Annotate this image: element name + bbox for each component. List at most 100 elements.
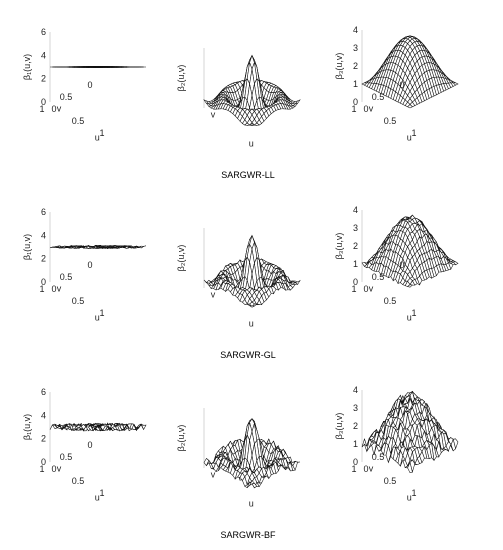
z-axis-label: β₃(u,v) xyxy=(334,53,344,80)
z-tick-label: 2 xyxy=(41,254,46,264)
caption-row-2: SARGWR-GL xyxy=(220,350,276,360)
z-axis-label: β₂(u,v) xyxy=(176,245,186,272)
z-tick-label: 0 xyxy=(41,97,46,107)
panel-2-2: u v β₂(u,v) xyxy=(176,228,301,328)
z-axis-label: β₃(u,v) xyxy=(334,233,344,260)
u-tick-label: 0 xyxy=(51,104,56,114)
v-tick-label: 0.5 xyxy=(372,92,385,102)
surface-patch xyxy=(95,246,101,249)
surface-patch xyxy=(406,284,414,288)
ticks: 0 2 4 6 0 0.5 1 1 0.5 0 xyxy=(39,207,104,318)
surface-mesh xyxy=(49,244,147,250)
z-tick-label: 0 xyxy=(41,277,46,287)
z-axis-label: β₂(u,v) xyxy=(176,65,186,92)
z-tick-label: 3 xyxy=(353,223,358,233)
surface-patch xyxy=(248,305,256,308)
z-tick-label: 2 xyxy=(353,241,358,251)
surface-mesh xyxy=(361,35,459,109)
v-tick-label: 1 xyxy=(39,104,44,114)
surface-patch xyxy=(95,425,101,429)
u-axis-label: u xyxy=(249,318,254,328)
v-axis-label: v xyxy=(57,284,62,294)
z-tick-label: 6 xyxy=(41,387,46,397)
u-axis-label: u xyxy=(407,492,412,502)
panel-3-2: u v β₂(u,v) xyxy=(176,408,301,508)
v-tick-label: 0 xyxy=(399,260,404,270)
z-axis-label: β₁(u,v) xyxy=(22,54,32,80)
surface-patch xyxy=(248,123,256,126)
caption-row-3: SARGWR-BF xyxy=(221,530,277,540)
v-axis-label: v xyxy=(57,104,62,114)
u-axis-label: u xyxy=(407,132,412,142)
u-tick-label: 0.5 xyxy=(72,296,85,306)
u-axis-label: u xyxy=(95,312,100,322)
v-axis-label: v xyxy=(369,464,374,474)
z-axis-label: β₁(u,v) xyxy=(22,234,32,260)
panels: 024600.5110.50uvβ₁(u,v)uvβ₂(u,v)0123400.… xyxy=(22,25,459,508)
v-tick-label: 0.5 xyxy=(60,452,73,462)
v-tick-label: 0 xyxy=(399,440,404,450)
surface-patch xyxy=(248,480,255,487)
u-tick-label: 0 xyxy=(51,464,56,474)
ticks: 0 2 4 6 0 0.5 1 1 0.5 0 xyxy=(39,27,104,138)
surface-mesh xyxy=(203,234,301,308)
u-tick-label: 0.5 xyxy=(384,116,397,126)
u-axis-label: u xyxy=(95,492,100,502)
z-tick-label: 1 xyxy=(353,439,358,449)
z-tick-label: 4 xyxy=(353,385,358,395)
surface-mesh xyxy=(50,66,146,68)
v-tick-label: 0.5 xyxy=(60,92,73,102)
u-tick-label: 1 xyxy=(411,488,416,498)
z-tick-label: 4 xyxy=(353,25,358,35)
u-axis-label: u xyxy=(249,138,254,148)
v-axis-label: v xyxy=(211,290,216,300)
v-axis-label: v xyxy=(369,104,374,114)
z-tick-label: 3 xyxy=(353,403,358,413)
v-tick-label: 1 xyxy=(351,104,356,114)
v-tick-label: 1 xyxy=(39,284,44,294)
z-tick-label: 2 xyxy=(41,434,46,444)
surface-mesh xyxy=(203,54,301,126)
z-tick-label: 2 xyxy=(353,61,358,71)
surface-mesh xyxy=(49,422,147,432)
u-tick-label: 0 xyxy=(51,284,56,294)
u-tick-label: 0.5 xyxy=(72,116,85,126)
v-tick-label: 1 xyxy=(351,284,356,294)
v-tick-label: 0 xyxy=(87,260,92,270)
z-tick-label: 6 xyxy=(41,27,46,37)
v-tick-label: 0.5 xyxy=(372,272,385,282)
u-tick-label: 1 xyxy=(411,308,416,318)
v-axis-label: v xyxy=(57,464,62,474)
z-tick-label: 1 xyxy=(353,259,358,269)
panel-2-1: 0 2 4 6 0 0.5 1 1 0.5 0 u v β₁(u,v) xyxy=(22,207,147,322)
u-tick-label: 0 xyxy=(363,464,368,474)
surface-mesh xyxy=(361,390,459,474)
v-axis-label: v xyxy=(369,284,374,294)
z-tick-label: 2 xyxy=(353,421,358,431)
u-tick-label: 0.5 xyxy=(384,296,397,306)
u-axis-label: u xyxy=(249,498,254,508)
caption-row-1: SARGWR-LL xyxy=(221,170,275,180)
surface-mesh xyxy=(361,214,459,288)
u-axis-label: u xyxy=(407,312,412,322)
z-axis-label: β₂(u,v) xyxy=(176,425,186,452)
z-axis-label: β₁(u,v) xyxy=(22,414,32,440)
z-tick-label: 4 xyxy=(41,410,46,420)
surface-patch xyxy=(407,104,413,109)
surface-mesh xyxy=(203,418,301,489)
u-tick-label: 1 xyxy=(99,128,104,138)
z-axis-label: β₃(u,v) xyxy=(334,413,344,440)
z-tick-label: 6 xyxy=(41,207,46,217)
panel-1-2: u v β₂(u,v) xyxy=(176,48,301,148)
u-tick-label: 0 xyxy=(363,104,368,114)
surface-patch xyxy=(407,461,413,474)
u-tick-label: 0.5 xyxy=(72,476,85,486)
panel-3-1: 0 2 4 6 0 0.5 1 1 0.5 0 u v β₁(u,v) xyxy=(22,387,147,502)
z-tick-label: 0 xyxy=(353,97,358,107)
z-tick-label: 4 xyxy=(41,50,46,60)
